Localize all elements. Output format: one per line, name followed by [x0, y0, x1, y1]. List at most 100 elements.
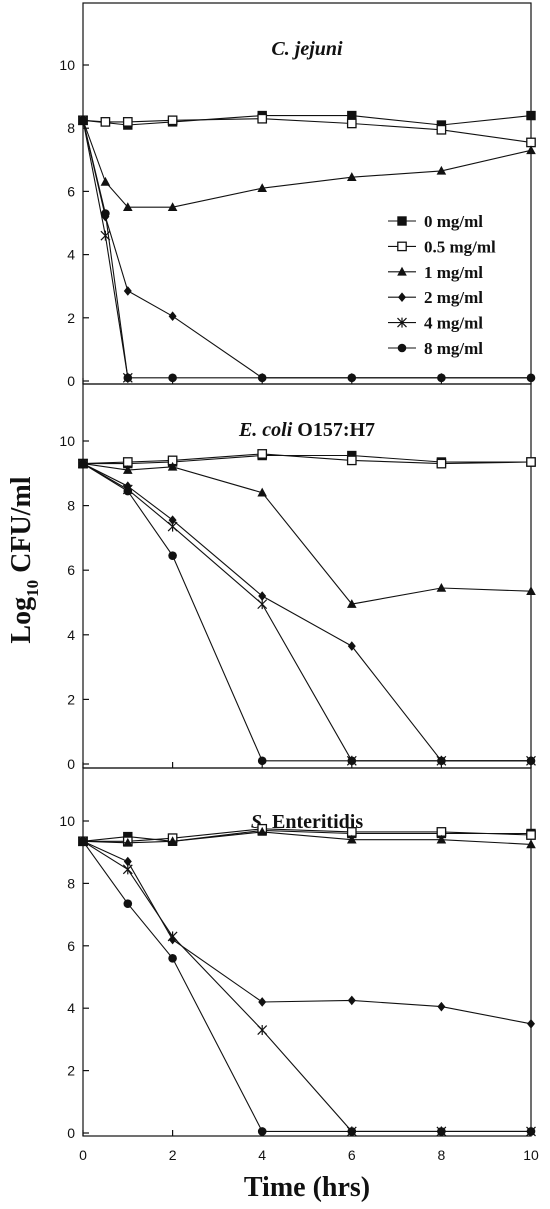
data-point [100, 176, 111, 186]
data-point [168, 515, 177, 525]
data-point [257, 373, 267, 383]
data-point [526, 586, 536, 595]
data-point [167, 461, 178, 471]
data-point [257, 449, 268, 459]
y-tick-label: 6 [67, 938, 75, 954]
data-point [347, 599, 357, 608]
y-tick-label: 6 [67, 562, 75, 578]
series-line [82, 463, 531, 762]
panel-1: 0 2 4 6 8 10 C. jejuni [59, 2, 536, 389]
data-point [347, 834, 357, 844]
series-line [82, 840, 531, 1132]
panel-title-italic: C. jejuni [271, 38, 343, 60]
plot-frame [82, 383, 532, 769]
y-axis-label-main: Log [6, 597, 37, 644]
data-point [78, 116, 88, 125]
legend-item: 4 mg/ml [388, 314, 483, 333]
x-tick-label: 10 [523, 1147, 539, 1163]
series-0-mg-ml [78, 450, 536, 469]
data-point [167, 836, 178, 846]
data-point [347, 756, 357, 766]
series-2-mg-ml [79, 458, 535, 766]
data-point [526, 756, 536, 766]
data-point [347, 641, 356, 651]
data-point [526, 373, 536, 383]
panel-title: E. coli O157:H7 [238, 419, 375, 441]
data-point [123, 837, 133, 847]
series-line [83, 828, 532, 842]
legend-marker [397, 266, 407, 276]
data-point [526, 839, 536, 849]
y-tick-label: 10 [59, 433, 75, 449]
data-point [257, 487, 267, 497]
series-4-mg-ml [78, 458, 536, 766]
data-point [437, 1001, 446, 1012]
series-8-mg-ml [78, 836, 536, 1136]
data-point [122, 457, 133, 467]
y-tick-label: 8 [67, 120, 75, 136]
data-point [347, 373, 357, 383]
series-1-mg-ml [78, 115, 536, 211]
data-point [347, 1127, 357, 1136]
data-point [78, 459, 88, 468]
data-point [123, 899, 133, 908]
y-tick-label: 8 [67, 498, 75, 514]
panels: 0 2 4 6 8 10 C. jejuni 0 2 4 6 8 10 E. coli O157:H7 0 2… [59, 2, 539, 1163]
series-line [82, 463, 532, 605]
y-tick-label: 10 [59, 813, 75, 829]
series-line [82, 115, 532, 126]
data-point [257, 1127, 267, 1136]
legend-label: 8 mg/ml [424, 339, 483, 358]
series-4-mg-ml [78, 115, 133, 383]
y-axis-label-sub: 10 [23, 580, 42, 597]
series-2-mg-ml [79, 836, 535, 1029]
panel-2: 0 2 4 6 8 10 E. coli O157:H7 [59, 383, 536, 772]
data-point [347, 172, 357, 181]
x-tick-label: 4 [258, 1147, 266, 1163]
data-point [436, 165, 447, 175]
legend-marker [397, 343, 407, 353]
data-point [526, 457, 536, 467]
legend-label: 0.5 mg/ml [424, 237, 496, 256]
data-point [122, 117, 133, 127]
x-tick-label: 0 [79, 1147, 87, 1163]
data-point [101, 209, 110, 218]
data-point [257, 756, 267, 766]
data-point [100, 117, 111, 127]
panel-title-rest: Enteritidis [267, 811, 363, 833]
data-point [437, 1127, 446, 1136]
series-line [82, 120, 531, 379]
data-point [167, 202, 178, 211]
y-tick-label: 4 [67, 1000, 75, 1016]
data-point [257, 183, 267, 193]
x-tick-label: 8 [438, 1147, 446, 1163]
series-line [82, 840, 532, 1025]
y-tick-label: 2 [67, 691, 75, 707]
data-point [78, 836, 88, 846]
panel-3: 0 2 4 6 8 10 S. Enteritidis [59, 767, 536, 1141]
series-line [82, 120, 532, 208]
data-point [257, 113, 268, 124]
data-point [346, 118, 357, 129]
data-point [167, 115, 178, 126]
panel-title: C. jejuni [271, 38, 343, 60]
data-point [123, 465, 133, 474]
data-point [122, 864, 133, 875]
series-0-5-mg-ml [78, 113, 536, 148]
panel-title-italic: E. coli [238, 419, 293, 441]
data-point [436, 124, 447, 135]
plot-frame [82, 767, 532, 1137]
data-point [257, 1025, 268, 1036]
y-tick-label: 0 [67, 373, 75, 389]
data-point [527, 1019, 535, 1029]
data-point [123, 486, 133, 496]
y-tick-label: 4 [67, 247, 75, 263]
x-tick-label: 6 [348, 1147, 356, 1163]
legend-label: 1 mg/ml [424, 263, 483, 282]
y-tick-label: 8 [67, 875, 75, 891]
series-line [82, 840, 531, 1132]
data-point [258, 997, 267, 1007]
data-point [526, 830, 536, 840]
data-point [123, 286, 132, 296]
y-axis-label: Log10 CFU/ml [6, 476, 42, 643]
